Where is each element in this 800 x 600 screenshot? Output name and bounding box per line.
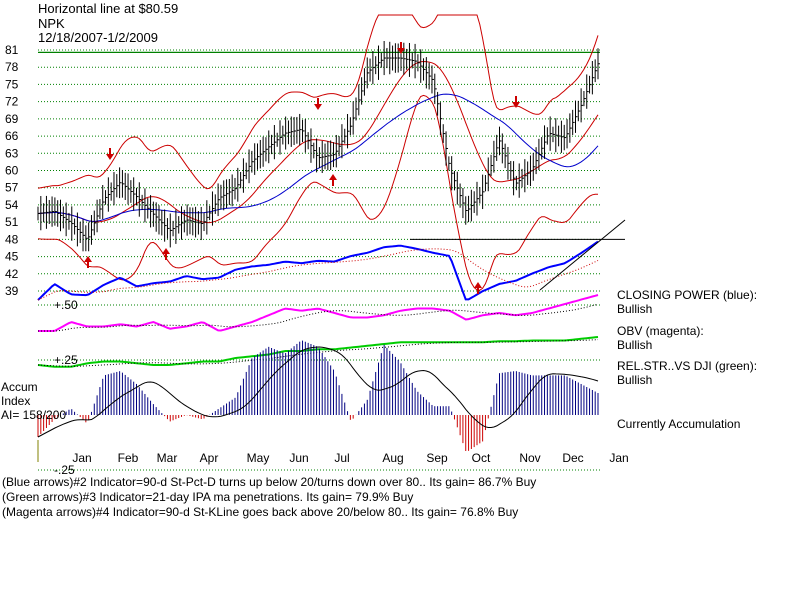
moving-average-65	[37, 93, 599, 222]
bollinger-bands	[37, 14, 599, 291]
x-tick-label: Jun	[289, 451, 308, 465]
x-tick-label: Mar	[157, 451, 178, 465]
accum-label-line1: Accum	[1, 380, 38, 394]
rel-strength-title: REL.STR..VS DJI (green):	[617, 359, 758, 373]
y-tick-label: 63	[5, 146, 19, 160]
chart-title: NPK	[38, 16, 65, 31]
y-axis-ticks: 81 78 75 72 69 66 63 60 57 54 51 48 45 42 39 +.50 +.25 -.…	[5, 43, 78, 477]
sell-arrow	[106, 148, 114, 160]
x-tick-label: Jul	[334, 451, 349, 465]
signal-arrows	[84, 42, 520, 294]
accum-label-line3: AI= 158/200	[1, 408, 67, 422]
y-tick-label: 66	[5, 129, 19, 143]
footer-magenta-arrows: (Magenta arrows)#4 Indicator=90-d St-KLi…	[2, 505, 519, 519]
y-tick-label: 51	[5, 215, 19, 229]
accum-tick-label: +.50	[54, 298, 78, 312]
y-tick-label: 42	[5, 267, 19, 281]
footer-blue-arrows: (Blue arrows)#2 Indicator=90-d St-Pct-D …	[2, 475, 537, 489]
accum-label-line2: Index	[1, 394, 31, 408]
sell-arrow	[397, 42, 405, 54]
accum-tick-label: +.25	[54, 353, 78, 367]
buy-arrow	[329, 174, 337, 186]
closing-power-line	[37, 240, 599, 301]
accum-ma	[37, 346, 599, 438]
sell-arrow	[512, 96, 520, 108]
y-tick-label: 54	[5, 198, 19, 212]
x-tick-label: Jan	[609, 451, 628, 465]
x-axis-ticks: Jan Feb Mar Apr May Jun Jul Aug Sep Oct Nov Dec Jan	[72, 451, 628, 465]
x-tick-label: Aug	[382, 451, 403, 465]
x-tick-label: Feb	[118, 451, 139, 465]
y-tick-label: 81	[5, 43, 19, 57]
buy-arrow	[84, 256, 92, 268]
chart-date-range: 12/18/2007-1/2/2009	[38, 30, 158, 45]
obv-ma	[38, 303, 599, 332]
buy-arrow	[474, 282, 482, 294]
y-tick-label: 48	[5, 232, 19, 246]
lower-band	[37, 94, 598, 291]
x-tick-label: Nov	[519, 451, 540, 465]
obv-title: OBV (magenta):	[617, 324, 704, 338]
closing-power-ma	[37, 248, 599, 301]
obv-value: Bullish	[617, 338, 653, 352]
y-tick-label: 75	[5, 77, 19, 91]
accum-status: Currently Accumulation	[617, 417, 741, 431]
trend-line	[539, 219, 626, 291]
x-tick-label: Oct	[472, 451, 491, 465]
accum-tick-label: -.25	[54, 463, 75, 477]
y-tick-label: 69	[5, 112, 19, 126]
sell-arrow	[314, 98, 322, 110]
y-tick-label: 78	[5, 60, 19, 74]
closing-power-title: CLOSING POWER (blue):	[617, 288, 758, 302]
obv-line	[38, 294, 599, 332]
y-tick-label: 45	[5, 250, 19, 264]
chart-header-line1: Horizontal line at $80.59	[38, 1, 179, 16]
x-tick-label: Dec	[562, 451, 583, 465]
x-tick-label: Sep	[426, 451, 448, 465]
footer-green-arrows: (Green arrows)#3 Indicator=21-day IPA ma…	[2, 490, 414, 504]
upper-band	[37, 14, 599, 190]
x-tick-label: Jan	[72, 451, 91, 465]
y-tick-label: 57	[5, 181, 19, 195]
y-tick-label: 60	[5, 164, 19, 178]
y-tick-label: 72	[5, 95, 19, 109]
rel-strength-value: Bullish	[617, 373, 653, 387]
accum-bars	[37, 340, 599, 452]
x-tick-label: Apr	[200, 451, 219, 465]
buy-arrow	[162, 248, 170, 260]
x-tick-label: May	[247, 451, 270, 465]
rel-strength-line	[37, 336, 599, 368]
moving-average-21	[37, 60, 599, 224]
y-tick-label: 39	[5, 284, 19, 298]
grid-layer	[37, 49, 600, 471]
rel-strength-ma	[37, 339, 599, 367]
closing-power-value: Bullish	[617, 302, 653, 316]
series-lines	[37, 40, 626, 368]
